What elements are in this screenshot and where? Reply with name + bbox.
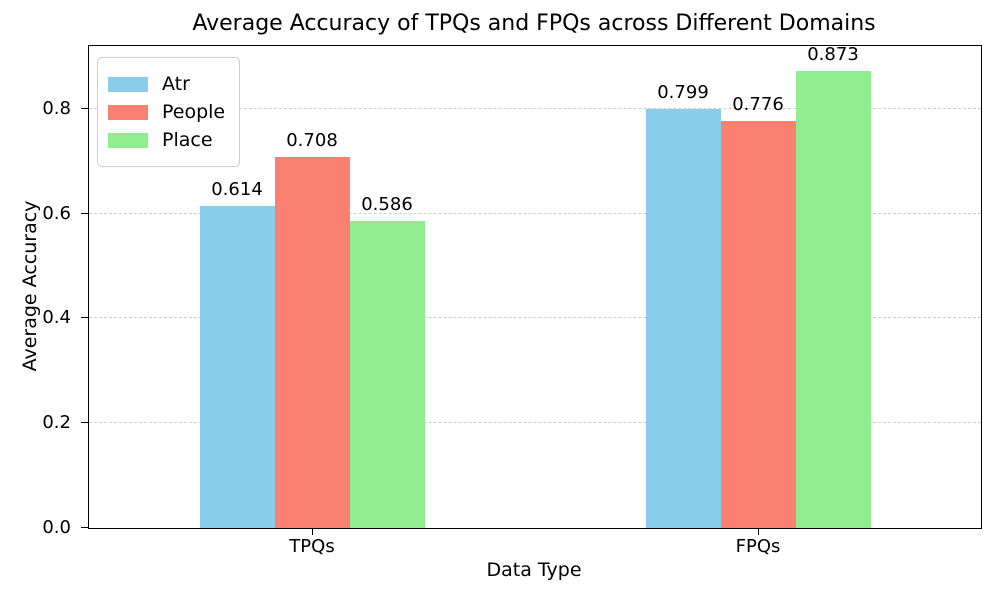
legend: Atr People Place <box>97 57 241 167</box>
legend-swatch <box>108 76 148 92</box>
x-tick-label-fpqs: FPQs <box>735 536 781 557</box>
x-tick-label-tpqs: TPQs <box>289 536 335 557</box>
y-tick-mark <box>81 422 89 424</box>
y-tick-label: 0.6 <box>42 202 71 224</box>
bar-atr-tpqs <box>199 206 275 528</box>
y-tick-label: 0.8 <box>42 97 71 119</box>
gridline <box>89 107 981 109</box>
bar-place-fpqs <box>795 70 871 528</box>
gridline <box>89 317 981 319</box>
legend-swatch <box>108 132 148 148</box>
gridline <box>89 212 981 214</box>
y-tick-mark <box>81 317 89 319</box>
legend-item-place: Place <box>108 129 225 151</box>
y-tick-label: 0.2 <box>42 412 71 434</box>
bar-atr-fpqs <box>645 109 721 528</box>
legend-item-atr: Atr <box>108 73 225 95</box>
y-axis-label: Average Accuracy <box>19 200 41 372</box>
gridline <box>89 422 981 424</box>
y-tick-mark <box>81 107 89 109</box>
x-tick-mark <box>312 528 313 535</box>
bar-people-tpqs <box>274 157 350 528</box>
value-label: 0.614 <box>211 179 263 201</box>
plot-area: 0.0 0.2 0.4 0.6 0.8 TPQs 0.614 0.708 0.586 FPQs 0.… <box>42 43 982 557</box>
legend-swatch <box>108 104 148 120</box>
x-axis-label: Data Type <box>486 559 582 581</box>
x-tick-mark <box>758 528 759 535</box>
y-tick-label: 0.4 <box>42 307 71 329</box>
bar-people-fpqs <box>720 121 796 528</box>
value-label: 0.586 <box>361 194 413 215</box>
y-tick-label: 0.0 <box>42 517 71 538</box>
chart-title: Average Accuracy of TPQs and FPQs across… <box>192 11 876 36</box>
legend-label: Atr <box>162 73 190 95</box>
value-label: 0.799 <box>657 82 709 104</box>
legend-item-people: People <box>108 101 225 123</box>
value-label: 0.873 <box>807 43 859 65</box>
y-tick-mark <box>81 212 89 214</box>
bar-place-tpqs <box>349 221 425 528</box>
y-tick-mark <box>81 527 89 528</box>
value-label: 0.776 <box>732 94 784 116</box>
legend-label: People <box>162 101 226 123</box>
value-label: 0.708 <box>286 130 338 152</box>
legend-label: Place <box>162 129 213 151</box>
